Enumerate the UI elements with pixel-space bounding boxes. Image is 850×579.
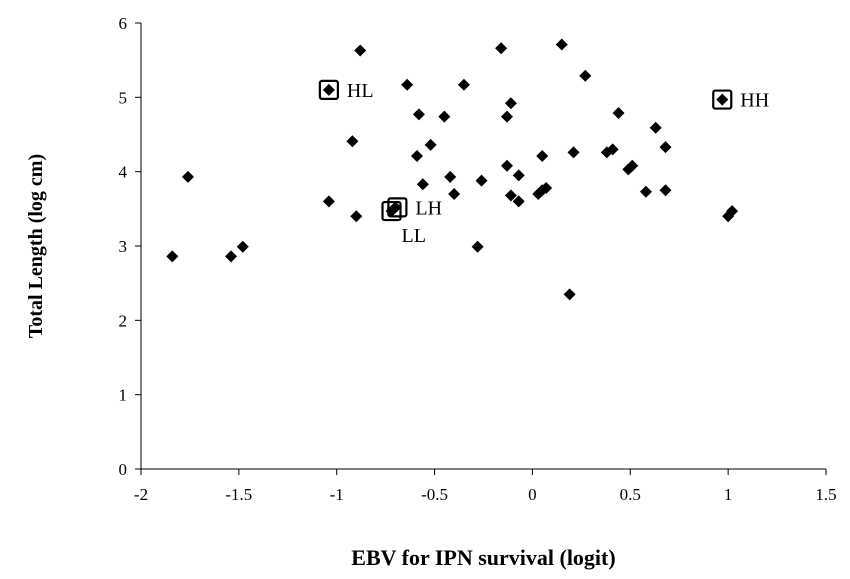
- data-point: [322, 195, 335, 208]
- data-point: [350, 210, 363, 223]
- data-point: [236, 240, 249, 253]
- data-points: [166, 38, 739, 301]
- y-tick-label: 3: [119, 237, 128, 256]
- data-point: [438, 110, 451, 123]
- x-tick-label: 1.5: [815, 485, 836, 504]
- data-point: [389, 201, 402, 214]
- data-point: [649, 121, 662, 134]
- data-point: [659, 141, 672, 154]
- annotation-label: LH: [415, 197, 442, 219]
- data-point: [346, 135, 359, 148]
- x-tick-label: -2: [134, 485, 148, 504]
- data-point: [401, 78, 414, 91]
- data-point: [626, 159, 639, 172]
- x-tick-label: 0.5: [620, 485, 641, 504]
- data-point: [448, 187, 461, 200]
- data-point: [726, 205, 739, 218]
- y-axis-label: Total Length (log cm): [25, 154, 47, 338]
- data-point: [606, 143, 619, 156]
- annotation-label: HL: [347, 80, 374, 102]
- data-point: [563, 288, 576, 301]
- annotation-label: LL: [402, 225, 426, 247]
- data-point: [181, 170, 194, 183]
- data-point: [659, 184, 672, 197]
- data-point: [512, 169, 525, 182]
- y-tick-label: 5: [119, 88, 128, 107]
- x-ticks: -2 -1.5 -1 -0.5 0 0.5 1 1.5: [134, 469, 837, 504]
- data-point: [495, 42, 508, 55]
- data-point: [471, 240, 484, 253]
- annotations: HL HH LH LL: [318, 79, 769, 247]
- data-point: [444, 170, 457, 183]
- y-ticks: 0 1 2 3 4 5 6: [119, 14, 141, 479]
- data-point: [457, 78, 470, 91]
- data-point: [555, 38, 568, 51]
- y-tick-label: 2: [119, 311, 128, 330]
- data-point: [410, 150, 423, 163]
- annotation-label: HH: [740, 90, 769, 112]
- y-tick-label: 0: [119, 460, 128, 479]
- data-point: [567, 146, 580, 159]
- data-point: [579, 69, 592, 82]
- y-tick-label: 4: [119, 163, 128, 182]
- data-point: [504, 97, 517, 110]
- data-point: [166, 250, 179, 263]
- x-tick-label: -1: [330, 485, 344, 504]
- data-point: [536, 150, 549, 163]
- annotation-box: [712, 89, 733, 110]
- x-tick-label: 0: [528, 485, 537, 504]
- data-point: [354, 44, 367, 57]
- data-point: [416, 178, 429, 191]
- annotation-box: [387, 197, 408, 218]
- y-tick-label: 1: [119, 386, 128, 405]
- data-point: [424, 138, 437, 151]
- data-point: [475, 174, 488, 187]
- data-point: [504, 189, 517, 202]
- data-point: [612, 106, 625, 119]
- data-point: [412, 108, 425, 121]
- data-point: [500, 110, 513, 123]
- x-tick-label: -1.5: [225, 485, 252, 504]
- data-point: [639, 185, 652, 198]
- y-tick-label: 6: [119, 14, 128, 33]
- annotation-box: [318, 79, 339, 101]
- x-tick-label: -0.5: [421, 485, 448, 504]
- data-point: [540, 182, 553, 195]
- x-tick-label: 1: [724, 485, 733, 504]
- data-point: [500, 159, 513, 172]
- x-axis-label: EBV for IPN survival (logit): [351, 545, 615, 570]
- data-point: [716, 93, 729, 106]
- annotation-box: [381, 200, 402, 222]
- data-point: [512, 195, 525, 208]
- data-point: [225, 250, 238, 263]
- data-point: [322, 83, 335, 96]
